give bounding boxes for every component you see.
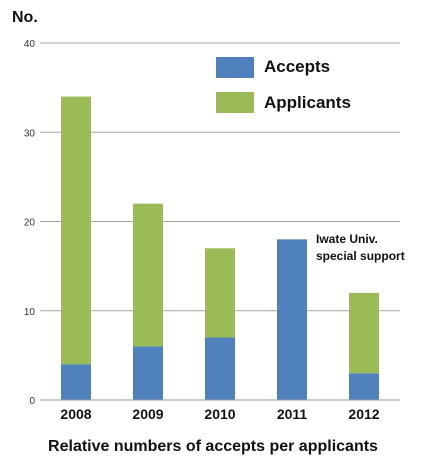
y-tick-label: 0 [29, 396, 35, 407]
legend-label-accepts: Accepts [264, 57, 330, 76]
legend-swatch-applicants [216, 92, 254, 113]
x-tick-label: 2008 [60, 406, 91, 422]
chart-caption: Relative numbers of accepts per applican… [48, 438, 378, 455]
y-axis-label: No. [12, 9, 38, 26]
legend: Accepts Applicants [216, 57, 351, 113]
y-tick-label: 30 [24, 128, 36, 139]
x-tick-label: 2009 [132, 406, 163, 422]
y-ticks: 0 10 20 30 40 [24, 39, 36, 407]
bar-accepts-2010 [205, 337, 235, 400]
legend-label-applicants: Applicants [264, 93, 351, 112]
bar-accepts-2012 [349, 373, 379, 400]
bar-accepts-2009 [133, 346, 163, 400]
bar-applicants-2010 [205, 248, 235, 338]
bar-applicants-2008 [61, 96, 91, 365]
y-tick-label: 40 [24, 39, 36, 50]
x-tick-label: 2011 [277, 406, 308, 422]
legend-swatch-accepts [216, 57, 254, 78]
annotation-line-2: special support [316, 249, 405, 263]
x-ticks: 2008 2009 2010 2011 2012 [60, 406, 379, 422]
bar-applicants-2009 [133, 203, 163, 347]
y-tick-label: 10 [24, 307, 36, 318]
y-tick-label: 20 [24, 218, 36, 229]
bars [61, 96, 379, 400]
bar-applicants-2012 [349, 292, 379, 374]
x-tick-label: 2010 [204, 406, 235, 422]
annotation-line-1: Iwate Univ. [316, 232, 378, 246]
bar-accepts-2011 [277, 239, 307, 400]
bar-accepts-2008 [61, 364, 91, 400]
x-tick-label: 2012 [348, 406, 379, 422]
